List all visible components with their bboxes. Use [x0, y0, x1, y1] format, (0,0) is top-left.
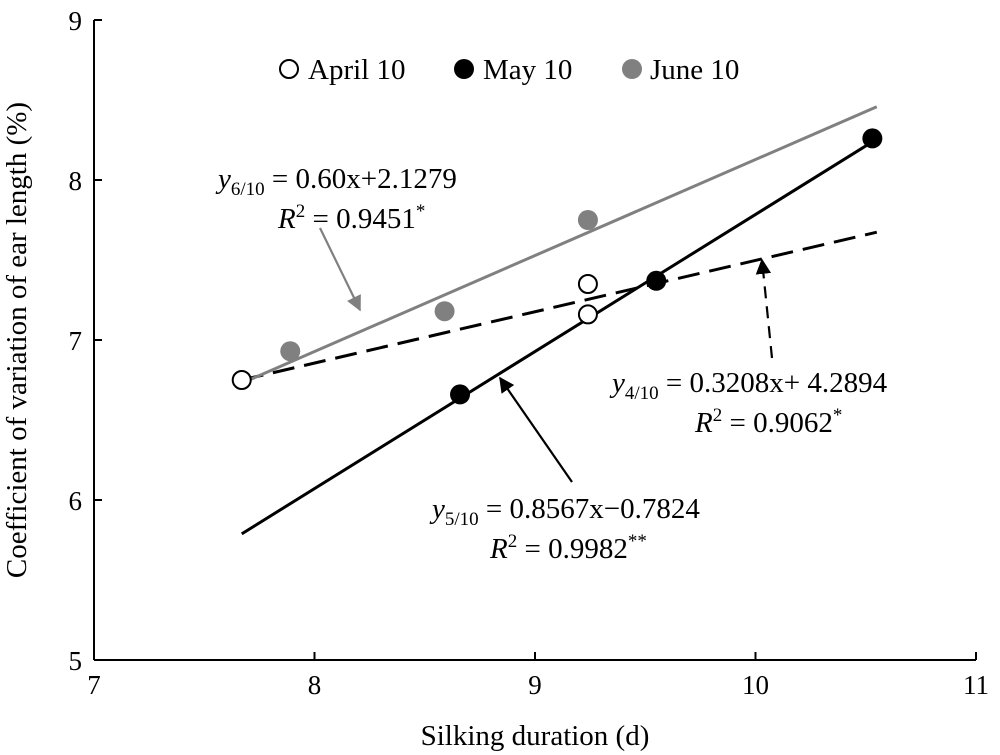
eq-april-y: y	[609, 367, 625, 399]
arrow-april	[755, 258, 774, 359]
eq-april-equation: = 0.3208x+ 4.2894	[666, 367, 888, 399]
arrow-june	[319, 227, 361, 312]
x-tick-label-2: 9	[528, 670, 542, 700]
y-tick-label-0: 5	[69, 646, 83, 676]
fit-line-april	[241, 230, 878, 382]
fit-line-may	[240, 140, 874, 536]
eq-may-sig: **	[628, 531, 647, 552]
x-axis-label: Silking duration (d)	[421, 720, 650, 752]
point-april-2	[577, 274, 598, 294]
eq-april-r2: = 0.9062	[729, 407, 832, 439]
svg-text:R2 = 0.9982**: R2 = 0.9982**	[489, 531, 647, 565]
legend-label-april: April 10	[308, 54, 405, 86]
y-tick-label-2: 7	[69, 326, 83, 356]
svg-text:R2 = 0.9451*: R2 = 0.9451*	[277, 201, 425, 235]
legend: April 10 May 10 June 10	[279, 54, 739, 86]
eq-may-sub: 5/10	[445, 509, 479, 530]
arrow-may	[499, 376, 573, 483]
y-tick-label-4: 9	[69, 6, 83, 36]
eq-may-r2: = 0.9982	[524, 533, 627, 565]
annotation-april: y4/10 = 0.3208x+ 4.2894 R2 = 0.9062*	[609, 258, 888, 439]
legend-label-may: May 10	[483, 54, 572, 86]
eq-may-equation: = 0.8567x−0.7824	[486, 493, 700, 525]
eq-june-sig: *	[416, 201, 426, 222]
fit-line-june	[241, 105, 878, 385]
svg-text:R2 = 0.9062*: R2 = 0.9062*	[694, 405, 842, 439]
y-tick-label-1: 6	[69, 486, 83, 516]
point-may-1	[646, 270, 667, 291]
svg-text:y6/10 = 0.60x+2.1279: y6/10 = 0.60x+2.1279	[215, 163, 457, 200]
svg-text:y4/10 = 0.3208x+ 4.2894: y4/10 = 0.3208x+ 4.2894	[609, 367, 888, 404]
regression-lines	[240, 105, 878, 536]
x-tick-label-0: 7	[87, 670, 101, 700]
point-june-2	[577, 210, 598, 230]
y-tick-label-3: 8	[69, 166, 83, 196]
annotation-may: y5/10 = 0.8567x−0.7824 R2 = 0.9982**	[429, 376, 700, 565]
point-june-1	[434, 301, 455, 322]
eq-june-r2: = 0.9451	[312, 203, 415, 235]
eq-june-sub: 6/10	[231, 179, 265, 200]
svg-text:y5/10 = 0.8567x−0.7824: y5/10 = 0.8567x−0.7824	[429, 493, 700, 530]
point-may-2	[862, 128, 883, 149]
point-may-0	[450, 384, 471, 405]
eq-april-r: R	[694, 407, 713, 439]
x-tick-label-3: 10	[742, 670, 769, 700]
x-tick-label-4: 11	[963, 670, 989, 700]
point-april-0	[231, 370, 252, 390]
axis-ticks: 7 8 9 10 11 5 6 7 8 9	[69, 6, 990, 700]
eq-june-equation: = 0.60x+2.1279	[272, 163, 457, 195]
annotation-june: y6/10 = 0.60x+2.1279 R2 = 0.9451*	[215, 163, 457, 312]
legend-marker-april	[279, 59, 299, 79]
eq-april-sig: *	[833, 405, 843, 426]
eq-june-y: y	[215, 163, 231, 195]
y-axis-label: Coefficient of variation of ear length (…	[1, 102, 33, 578]
eq-june-r: R	[277, 203, 296, 235]
legend-label-june: June 10	[650, 54, 739, 86]
eq-may-r: R	[489, 533, 508, 565]
point-june-0	[280, 341, 301, 362]
eq-april-sub: 4/10	[625, 383, 659, 404]
point-april-1	[577, 304, 598, 325]
data-points	[231, 128, 883, 405]
x-tick-label-1: 8	[308, 670, 322, 700]
legend-marker-june	[622, 59, 642, 79]
eq-may-y: y	[429, 493, 445, 525]
legend-marker-may	[454, 59, 474, 79]
